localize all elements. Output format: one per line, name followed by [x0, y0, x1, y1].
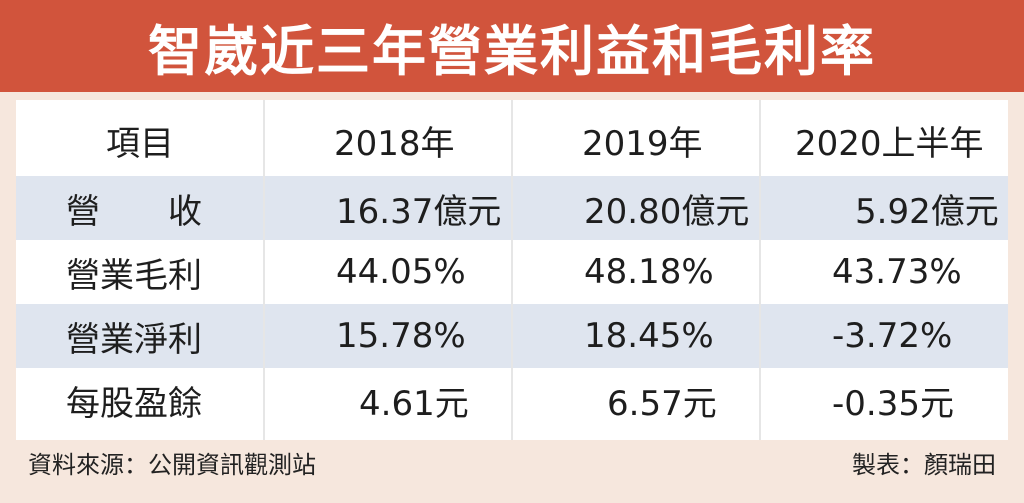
column-divider	[263, 100, 265, 440]
title-bar: 智崴近三年營業利益和毛利率	[0, 0, 1024, 92]
source-note: 資料來源：公開資訊觀測站	[28, 450, 316, 479]
data-table: 項目 2018年 2019年 2020上半年 營 收 16.37億元 20.80…	[16, 100, 1008, 440]
table-header-row: 項目 2018年 2019年 2020上半年	[16, 108, 1008, 172]
column-divider	[759, 100, 761, 440]
cell-value: 43.73%	[832, 252, 962, 292]
cell-value: 4.61元	[359, 383, 469, 424]
author-note: 製表：顏瑞田	[852, 450, 996, 479]
header-cell-2019: 2019年	[582, 123, 703, 164]
cell-value: 44.05%	[336, 252, 466, 292]
cell-value: 5.92億元	[855, 191, 999, 232]
header-cell-2020h1: 2020上半年	[795, 123, 984, 164]
cell-value: -0.35元	[832, 383, 954, 424]
footer: 資料來源：公開資訊觀測站 製表：顏瑞田	[16, 442, 1008, 482]
cell-value: 20.80億元	[584, 191, 750, 232]
row-label: 營業毛利	[66, 255, 202, 296]
header-cell-2018: 2018年	[334, 123, 455, 164]
cell-value: 15.78%	[336, 316, 466, 356]
cell-value: 18.45%	[584, 316, 714, 356]
cell-value: -3.72%	[832, 316, 953, 356]
header-cell-item: 項目	[106, 123, 174, 164]
table-row-eps: 每股盈餘 4.61元 6.57元 -0.35元	[16, 368, 1008, 432]
column-divider	[511, 100, 513, 440]
table-row-gross-margin: 營業毛利 44.05% 48.18% 43.73%	[16, 240, 1008, 304]
cell-value: 6.57元	[607, 383, 717, 424]
cell-value: 16.37億元	[336, 191, 502, 232]
row-label: 營 收	[66, 191, 202, 232]
row-label: 每股盈餘	[66, 383, 202, 424]
cell-value: 48.18%	[584, 252, 714, 292]
chart-title: 智崴近三年營業利益和毛利率	[148, 19, 876, 83]
row-label: 營業淨利	[66, 319, 202, 360]
